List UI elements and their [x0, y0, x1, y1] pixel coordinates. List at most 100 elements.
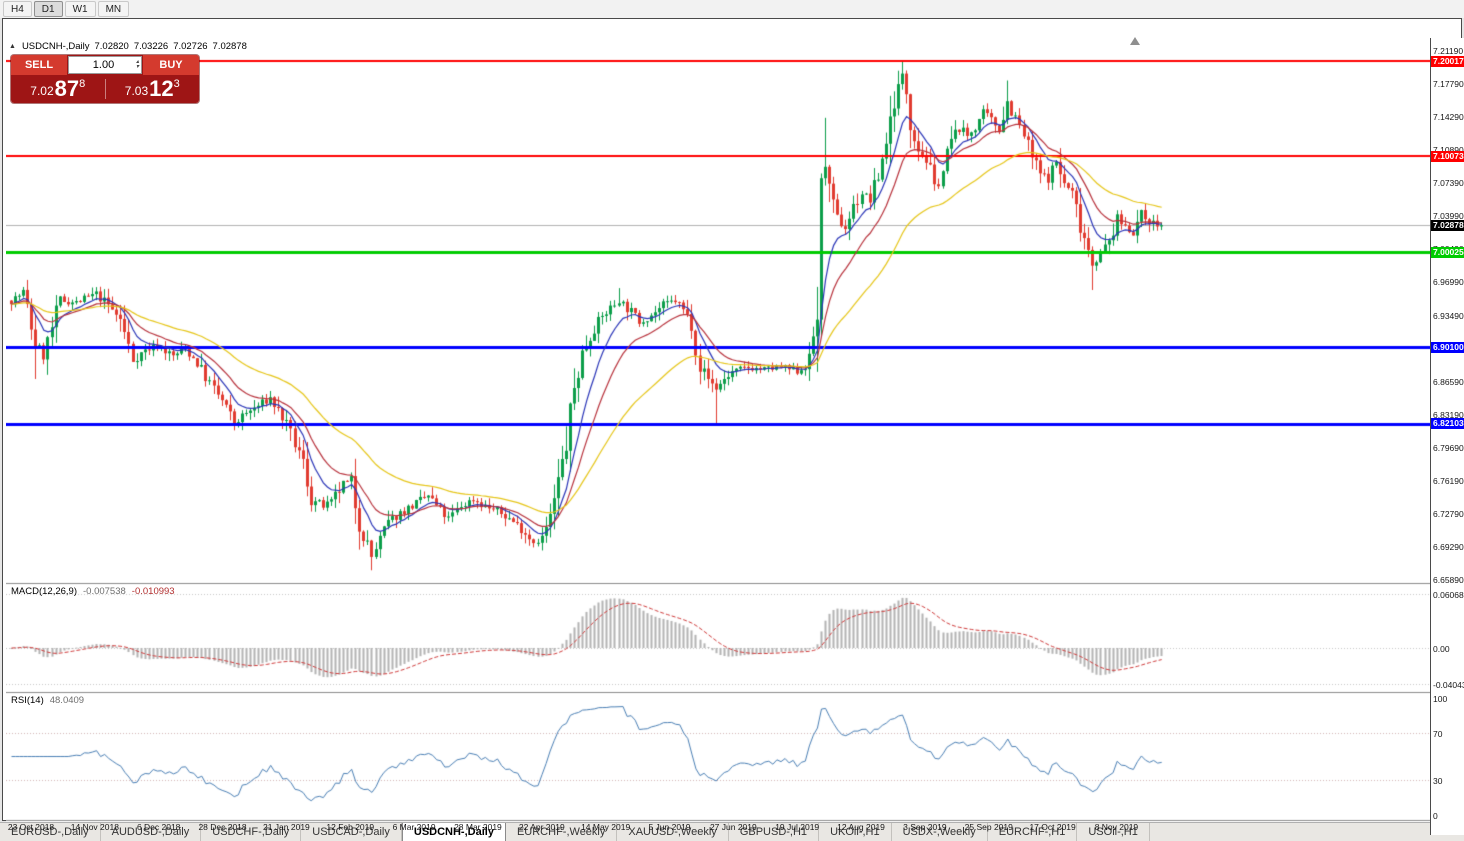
macd-header: MACD(12,26,9) -0.007538 -0.010993 — [11, 586, 175, 597]
date-axis-label: 14 May 2019 — [581, 822, 631, 832]
date-axis-label: 17 Oct 2019 — [1029, 822, 1076, 832]
price-axis-label: 6.93490 — [1433, 310, 1464, 321]
current-price-badge: 7.02878 — [1431, 219, 1464, 231]
volume-down-icon[interactable]: ▾ — [135, 64, 139, 70]
timeframe-button-d1[interactable]: D1 — [33, 1, 63, 17]
date-axis-label: 28 Mar 2019 — [454, 822, 502, 832]
volume-up-icon[interactable]: ▴ — [135, 59, 139, 65]
volume-stepper[interactable]: ▴ ▾ — [135, 59, 139, 70]
macd-axis-label: 0.060687 — [1433, 590, 1464, 600]
chart-tab-eurchf-weekly[interactable]: EURCHF-,Weekly — [506, 823, 618, 841]
macd-axis-label: -0.040434 — [1433, 679, 1464, 690]
rsi-header: RSI(14) 48.0409 — [11, 695, 84, 706]
date-axis-label: 5 Jun 2019 — [648, 822, 691, 832]
chart-tab-gbpusd-h1[interactable]: GBPUSD-,H1 — [729, 823, 820, 841]
date-axis[interactable]: 23 Oct 2018 14 Nov 2018 6 Dec 2018 28 Dec 2… — [6, 821, 1430, 835]
sell-button[interactable]: SELL — [11, 55, 67, 75]
rsi-axis-label: 0 — [1433, 811, 1438, 821]
price-axis-label: 7.07390 — [1433, 178, 1464, 188]
price-axis-label: 6.65890 — [1433, 574, 1464, 585]
chart-symbol: USDCNH-,Daily — [21, 41, 90, 52]
date-axis-label: 14 Nov 2018 — [70, 822, 119, 832]
chart-tab-usoil-h1[interactable]: USOil-,H1 — [1077, 823, 1150, 841]
date-axis-label: 28 Dec 2018 — [198, 822, 247, 832]
level-price-badge: 7.20017 — [1431, 55, 1464, 67]
date-axis-label: 22 Apr 2019 — [518, 822, 565, 832]
rsi-axis-label: 100 — [1433, 694, 1448, 704]
ask-prefix: 7.03 — [124, 83, 149, 98]
price-axis-label: 7.03990 — [1433, 210, 1464, 221]
chart-tab-eurchf-h1[interactable]: EURCHF-,H1 — [988, 823, 1078, 841]
chart-tab-audusd-daily[interactable]: AUDUSD-,Daily — [101, 823, 202, 841]
ohlc-open: 7.02820 — [94, 41, 129, 52]
chart-tab-usdchf-daily[interactable]: USDCHF-,Daily — [201, 823, 302, 841]
volume-input[interactable]: 1.00 ▴ ▾ — [68, 56, 142, 74]
price-axis-label: 7.10890 — [1433, 144, 1464, 155]
rsi-axis-label: 30 — [1433, 775, 1443, 786]
chart-tab-usdcad-daily[interactable]: USDCAD-,Daily — [301, 823, 402, 841]
bid-big-digits: 87 — [54, 75, 80, 101]
macd-title: MACD(12,26,9) — [11, 586, 77, 597]
price-axis-label: 7.14290 — [1433, 112, 1464, 122]
date-axis-label: 25 Sep 2019 — [964, 822, 1013, 832]
price-axis-label: 6.83190 — [1433, 409, 1464, 420]
price-axis[interactable]: 7.21190 7.17790 7.14290 7.10890 7.07390 7.039… — [1430, 38, 1464, 835]
date-axis-label: 6 Dec 2018 — [136, 822, 181, 832]
price-axis-label: 6.69290 — [1433, 542, 1464, 553]
date-axis-label: 3 Sep 2019 — [903, 822, 947, 832]
level-price-badge: 7.10073 — [1431, 150, 1464, 162]
date-axis-label: 27 Jun 2019 — [709, 822, 757, 832]
chart-tab-ukoil-h1[interactable]: UKOil-,H1 — [819, 823, 892, 841]
date-axis-label: 8 Nov 2019 — [1094, 822, 1139, 832]
bid-prefix: 7.02 — [30, 83, 54, 98]
timeframe-button-w1[interactable]: W1 — [64, 1, 96, 17]
symbol-marker-icon: ▲ — [9, 43, 16, 50]
date-axis-label: 19 Jul 2019 — [775, 822, 820, 832]
date-axis-label: 12 Aug 2019 — [837, 822, 885, 832]
price-divider — [104, 78, 106, 100]
rsi-value: 48.0409 — [49, 695, 85, 706]
price-chart-canvas[interactable] — [6, 38, 1430, 835]
price-axis-label: 6.96990 — [1433, 277, 1464, 288]
chart-tab-usdcnh-daily[interactable]: USDCNH-,Daily — [401, 823, 506, 841]
scroll-to-end-icon[interactable] — [1130, 37, 1140, 45]
chart-tab-eurusd-daily[interactable]: EURUSD-,Daily — [0, 823, 101, 841]
rsi-title: RSI(14) — [11, 695, 44, 706]
ohlc-low: 7.02726 — [173, 41, 208, 52]
chart-tab-xauusd-weekly[interactable]: XAUUSD-,Weekly — [617, 823, 729, 841]
chart-tab-usdx-weekly[interactable]: USDX-,Weekly — [892, 823, 988, 841]
macd-axis-label: 0.00 — [1433, 644, 1450, 654]
timeframe-button-mn[interactable]: MN — [97, 1, 130, 17]
date-axis-label: 6 Mar 2019 — [392, 822, 436, 832]
ask-pipette: 3 — [173, 77, 180, 90]
bid-pipette: 8 — [79, 77, 86, 90]
date-axis-label: 12 Feb 2019 — [326, 822, 375, 832]
level-price-badge: 6.90100 — [1431, 341, 1464, 353]
macd-main-value: -0.007538 — [83, 586, 126, 597]
ask-price[interactable]: 7.03 12 3 — [106, 75, 200, 101]
price-axis-label: 7.21190 — [1433, 46, 1464, 56]
date-axis-label: 23 Oct 2018 — [7, 822, 55, 832]
price-axis-label: 7.17790 — [1433, 78, 1464, 89]
price-axis-label: 6.72790 — [1433, 508, 1464, 519]
ohlc-high: 7.03226 — [133, 41, 169, 52]
timeframe-toolbar: H4 D1 W1 MN — [0, 0, 1464, 18]
volume-value[interactable]: 1.00 — [92, 59, 115, 71]
one-click-trading-panel: SELL 1.00 ▴ ▾ BUY 7.02 87 8 7.03 12 3 — [11, 55, 199, 103]
bid-price[interactable]: 7.02 87 8 — [11, 75, 105, 101]
price-axis-label: 6.79690 — [1433, 442, 1464, 453]
ohlc-close: 7.02878 — [212, 41, 247, 52]
ask-big-digits: 12 — [149, 75, 174, 101]
chart-tabs-bar: EURUSD-,Daily AUDUSD-,Daily USDCHF-,Daily U… — [0, 822, 1464, 841]
price-axis-label: 6.86590 — [1433, 376, 1464, 387]
price-axis-label: 6.76190 — [1433, 476, 1464, 487]
chart-window: ▲ USDCNH-,Daily 7.02820 7.03226 7.02726 … — [2, 18, 1464, 835]
timeframe-button-h4[interactable]: H4 — [3, 1, 32, 17]
chart-ohlc-header: ▲ USDCNH-,Daily 7.02820 7.03226 7.02726 … — [9, 41, 247, 52]
rsi-axis-label: 70 — [1433, 729, 1443, 740]
date-axis-label: 21 Jan 2019 — [262, 822, 310, 832]
level-price-badge: 6.82103 — [1431, 418, 1464, 430]
buy-button[interactable]: BUY — [143, 55, 199, 75]
level-price-badge: 7.00025 — [1431, 246, 1464, 258]
